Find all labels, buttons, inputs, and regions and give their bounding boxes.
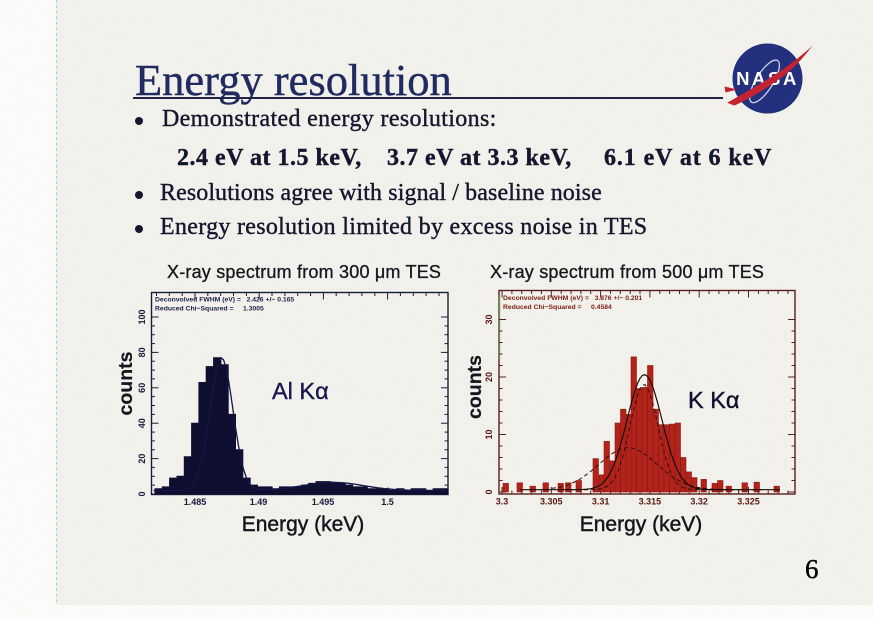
svg-text:3.305: 3.305 [540,497,563,507]
svg-text:0: 0 [137,491,147,496]
svg-text:3.31: 3.31 [592,497,610,507]
svg-text:100: 100 [137,309,147,324]
svg-text:30: 30 [484,314,494,324]
svg-text:10: 10 [484,429,494,439]
svg-text:Energy (keV): Energy (keV) [242,513,365,536]
svg-text:3.315: 3.315 [639,497,662,507]
svg-text:1.5: 1.5 [381,497,394,507]
svg-text:Deconvolved FWHM (eV) = 2.42: Deconvolved FWHM (eV) = 2.426 +/− 0.165 [155,297,294,304]
svg-text:Reduced Chi−Squared = 1.30: Reduced Chi−Squared = 1.3005 [155,306,264,313]
svg-text:1.495: 1.495 [312,497,335,507]
svg-text:20: 20 [484,372,494,382]
svg-text:60: 60 [137,383,147,393]
svg-text:20: 20 [137,454,147,464]
svg-text:Reduced Chi−Squared = 0.45: Reduced Chi−Squared = 0.4584 [503,304,612,311]
svg-text:0: 0 [484,489,494,494]
svg-text:1.485: 1.485 [184,497,207,507]
svg-text:40: 40 [137,418,147,428]
svg-text:Deconvolved FWHM (eV) = 3.87: Deconvolved FWHM (eV) = 3.876 +/− 0.201 [503,295,642,302]
svg-text:counts: counts [115,351,137,415]
svg-text:Energy (keV): Energy (keV) [580,513,703,536]
svg-text:K Kα: K Kα [688,387,739,413]
svg-text:3.3: 3.3 [496,497,509,507]
svg-text:80: 80 [137,347,147,357]
svg-text:3.325: 3.325 [737,497,760,507]
svg-text:counts: counts [464,355,486,419]
svg-text:Al Kα: Al Kα [272,378,329,404]
svg-text:1.49: 1.49 [250,497,268,507]
svg-text:3.32: 3.32 [690,497,708,507]
